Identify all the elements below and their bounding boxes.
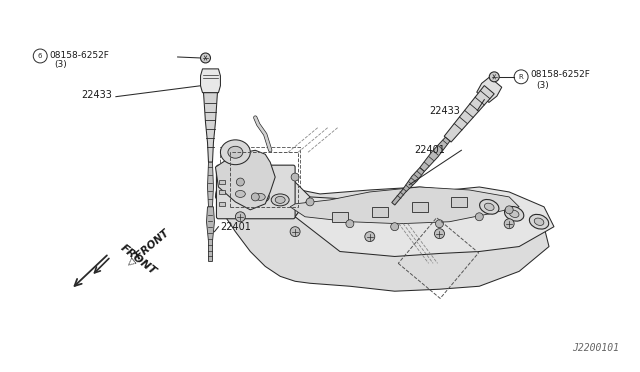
Circle shape [435,220,444,228]
Text: ◁ FRONT: ◁ FRONT [125,228,171,269]
Polygon shape [392,168,424,205]
Polygon shape [295,187,554,256]
Circle shape [505,206,513,214]
Circle shape [346,220,354,228]
Bar [220,147,300,217]
Ellipse shape [509,210,519,218]
Polygon shape [216,167,549,291]
Circle shape [290,227,300,237]
Circle shape [200,53,211,63]
Circle shape [365,232,375,241]
Bar [332,212,348,222]
Ellipse shape [252,191,269,203]
Polygon shape [444,86,494,142]
Text: 6: 6 [38,53,42,59]
Circle shape [476,213,483,221]
Bar [220,190,225,194]
Text: (3): (3) [536,81,549,90]
Text: 22401: 22401 [415,145,445,155]
Polygon shape [420,137,450,171]
Bar [398,218,479,298]
Circle shape [236,212,245,222]
Text: 08158-6252F: 08158-6252F [530,70,590,79]
Ellipse shape [236,190,245,198]
Polygon shape [216,150,275,210]
Ellipse shape [504,206,524,221]
Ellipse shape [275,196,285,203]
Bar [230,152,298,207]
Text: 22433: 22433 [81,90,112,100]
Ellipse shape [484,203,494,211]
Ellipse shape [271,194,289,206]
Ellipse shape [232,188,250,200]
Polygon shape [477,77,502,102]
Text: 22401: 22401 [220,222,252,232]
FancyBboxPatch shape [216,165,295,219]
Circle shape [291,173,299,181]
Polygon shape [207,207,214,262]
Circle shape [236,178,244,186]
Text: 08158-6252F: 08158-6252F [49,51,109,61]
Polygon shape [200,69,220,93]
Circle shape [306,198,314,206]
Circle shape [435,229,444,238]
Bar [412,202,428,212]
Circle shape [489,72,499,82]
Text: R: R [519,74,524,80]
Circle shape [504,219,514,229]
Bar [451,197,467,207]
Ellipse shape [529,214,548,229]
Bar [220,180,225,184]
Ellipse shape [220,140,250,165]
Text: (3): (3) [54,60,67,70]
Circle shape [390,223,399,231]
Text: FRONT: FRONT [119,243,159,276]
Ellipse shape [534,218,544,225]
Text: 22433: 22433 [429,106,460,116]
Ellipse shape [228,146,243,158]
Bar [372,207,388,217]
Polygon shape [216,167,310,217]
Ellipse shape [479,199,499,214]
Polygon shape [207,162,214,207]
Bar [220,202,225,206]
Polygon shape [204,93,218,162]
Text: J2200101: J2200101 [572,343,619,353]
Polygon shape [290,187,519,224]
Circle shape [252,193,259,201]
Ellipse shape [255,193,265,201]
